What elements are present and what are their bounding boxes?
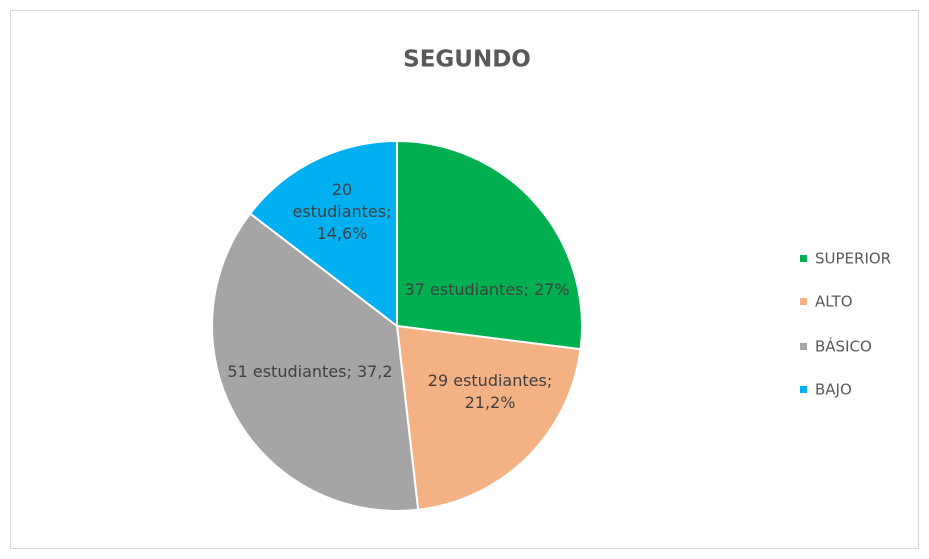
pie-slice (248, 139, 398, 329)
legend-label: SUPERIOR (815, 250, 891, 268)
legend-label: BÁSICO (815, 337, 872, 356)
legend-swatch (800, 386, 807, 393)
pie-slice (395, 324, 582, 511)
chart-title: SEGUNDO (403, 47, 531, 73)
pie-slice (396, 139, 583, 351)
data-label: 37 estudiantes; 27% (404, 280, 570, 299)
data-label: 29 estudiantes; 21,2% (427, 371, 553, 412)
data-label: 51 estudiantes; 37,2 (227, 362, 393, 381)
legend-swatch (800, 298, 807, 305)
legend-swatch (800, 343, 807, 350)
data-label: 20 estudiantes; 14,6% (292, 180, 392, 243)
pie-slice (211, 212, 420, 512)
legend-swatch (800, 255, 807, 262)
legend-label: BAJO (815, 381, 852, 399)
legend-label: ALTO (815, 293, 853, 311)
